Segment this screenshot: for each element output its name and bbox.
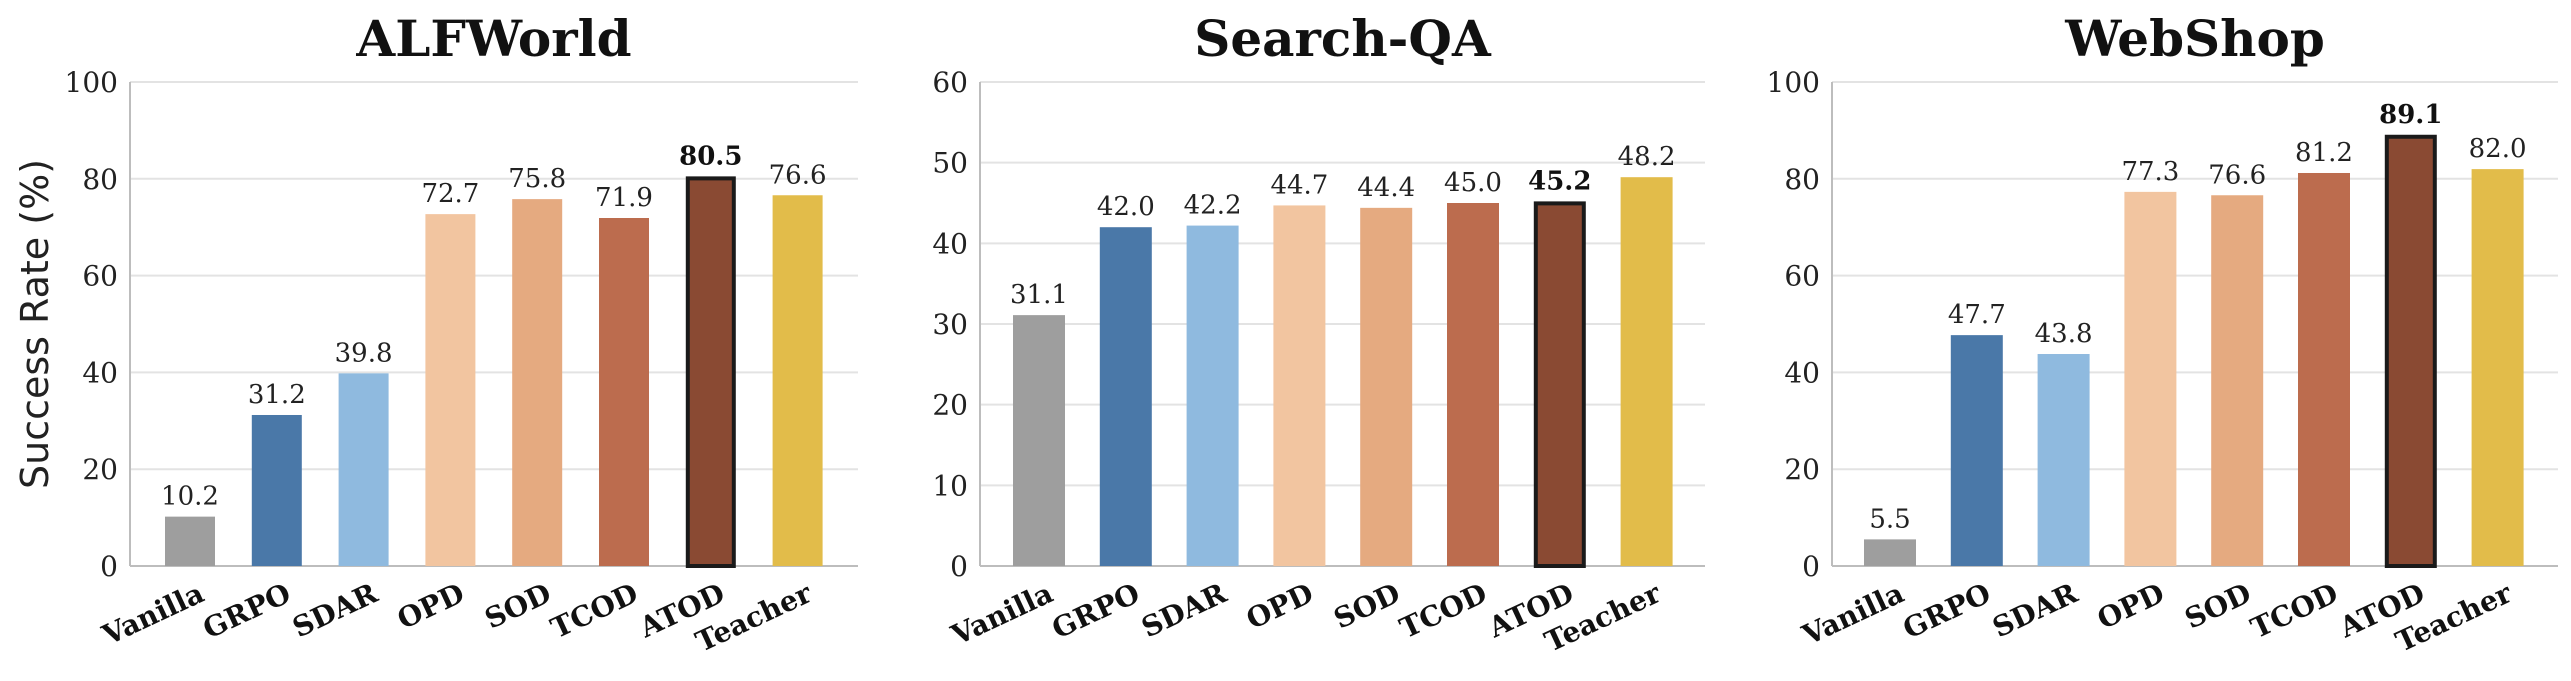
bar-teacher (2471, 169, 2524, 566)
bar-teacher (1620, 177, 1673, 567)
bar-tcod (599, 218, 649, 566)
bar-grpo (1950, 335, 2003, 566)
x-tick-label-grpo: GRPO (1047, 576, 1145, 645)
x-tick-label-vanilla: Vanilla (96, 576, 208, 652)
chart-panel-alfworld: ALFWorld Success Rate (%) 0 20 40 60 80 100 10.2… (13, 9, 858, 659)
y-tick-label: 10 (932, 469, 968, 502)
value-label-sdar: 43.8 (2035, 319, 2093, 349)
bar-atod (2384, 134, 2437, 568)
bar-sdar (338, 373, 389, 566)
y-tick-label: 80 (82, 163, 118, 196)
chart-panel-webshop: WebShop 0 20 40 60 80 100 5.5 Vanilla 47.7 GRPO 43.… (1767, 9, 2558, 659)
value-label-sdar: 39.8 (335, 338, 393, 368)
y-tick-label: 20 (82, 453, 118, 486)
value-label-vanilla: 31.1 (1010, 280, 1068, 310)
bar-vanilla (1013, 315, 1065, 566)
value-label-teacher: 48.2 (1618, 142, 1676, 172)
x-tick-label-grpo: GRPO (198, 576, 296, 645)
value-label-tcod: 45.0 (1444, 168, 1502, 198)
bar-sod (1360, 207, 1413, 566)
y-tick-label: 20 (932, 389, 968, 422)
x-tick-label-vanilla: Vanilla (1796, 576, 1908, 652)
bar-opd (425, 214, 476, 566)
value-label-sod: 75.8 (508, 164, 566, 194)
x-tick-label-tcod: TCOD (546, 576, 643, 645)
x-tick-label-sod: SOD (480, 576, 556, 635)
bar-opd (1273, 205, 1326, 567)
bar-tcod (1447, 203, 1499, 566)
bar-vanilla (1864, 539, 1916, 566)
y-tick-label: 20 (1784, 453, 1820, 486)
x-tick-label-vanilla: Vanilla (945, 576, 1057, 652)
y-tick-label: 0 (950, 550, 968, 583)
bar-sod (512, 199, 563, 567)
y-tick-label: 100 (65, 66, 118, 99)
value-label-sod: 44.4 (1357, 173, 1415, 203)
x-tick-label-tcod: TCOD (2246, 576, 2343, 645)
x-tick-label-grpo: GRPO (1898, 576, 1996, 645)
bar-grpo (1099, 227, 1152, 566)
bar-opd (2124, 191, 2177, 567)
y-tick-label: 30 (932, 308, 968, 341)
chart-title: WebShop (2064, 9, 2325, 68)
x-tick-label-sdar: SDAR (1987, 576, 2083, 644)
value-label-tcod: 81.2 (2295, 138, 2353, 168)
y-tick-label: 0 (1802, 550, 1820, 583)
bar-grpo (251, 414, 302, 566)
value-label-teacher: 82.0 (2469, 134, 2527, 164)
y-tick-label: 0 (100, 550, 118, 583)
bar-atod (1533, 201, 1586, 569)
value-label-vanilla: 10.2 (161, 482, 219, 512)
value-label-sdar: 42.2 (1184, 191, 1242, 221)
value-label-opd: 77.3 (2121, 157, 2179, 187)
chart-panel-search-qa: Search-QA 0 10 20 30 40 50 60 31.1 Vanilla 42.0 GRP… (932, 9, 1705, 659)
value-label-sod: 76.6 (2208, 160, 2266, 190)
value-label-atod: 89.1 (2379, 100, 2442, 130)
value-label-grpo: 42.0 (1097, 192, 1155, 222)
x-tick-label-opd: OPD (392, 576, 469, 635)
y-tick-label: 40 (82, 356, 118, 389)
chart-title: Search-QA (1194, 9, 1492, 68)
y-tick-label: 100 (1767, 66, 1820, 99)
y-tick-label: 50 (932, 147, 968, 180)
value-label-grpo: 47.7 (1948, 300, 2006, 330)
value-label-atod: 45.2 (1528, 166, 1591, 196)
value-label-atod: 80.5 (679, 141, 742, 171)
x-tick-label-opd: OPD (2092, 576, 2169, 635)
bar-teacher (772, 195, 823, 567)
x-tick-label-opd: OPD (1241, 576, 1318, 635)
y-tick-label: 40 (932, 227, 968, 260)
y-tick-label: 40 (1784, 356, 1820, 389)
value-label-teacher: 76.6 (769, 160, 827, 190)
x-tick-label-sdar: SDAR (287, 576, 383, 644)
x-tick-label-sod: SOD (2180, 576, 2256, 635)
y-tick-label: 60 (932, 66, 968, 99)
y-axis-label: Success Rate (%) (13, 159, 57, 489)
y-tick-label: 80 (1784, 163, 1820, 196)
bar-sod (2211, 195, 2264, 567)
bar-tcod (2298, 172, 2350, 566)
value-label-opd: 72.7 (421, 179, 479, 209)
bar-vanilla (165, 516, 215, 566)
bar-sdar (1186, 225, 1239, 566)
value-label-vanilla: 5.5 (1869, 504, 1910, 534)
x-tick-label-tcod: TCOD (1395, 576, 1492, 645)
y-tick-label: 60 (1784, 260, 1820, 293)
y-tick-label: 60 (82, 260, 118, 293)
value-label-tcod: 71.9 (595, 183, 653, 213)
value-label-opd: 44.7 (1270, 170, 1328, 200)
value-label-grpo: 31.2 (248, 380, 306, 410)
chart-title: ALFWorld (355, 9, 631, 68)
bar-atod (685, 176, 736, 568)
x-tick-label-sod: SOD (1329, 576, 1405, 635)
bar-sdar (2037, 354, 2090, 566)
x-tick-label-sdar: SDAR (1136, 576, 1232, 644)
